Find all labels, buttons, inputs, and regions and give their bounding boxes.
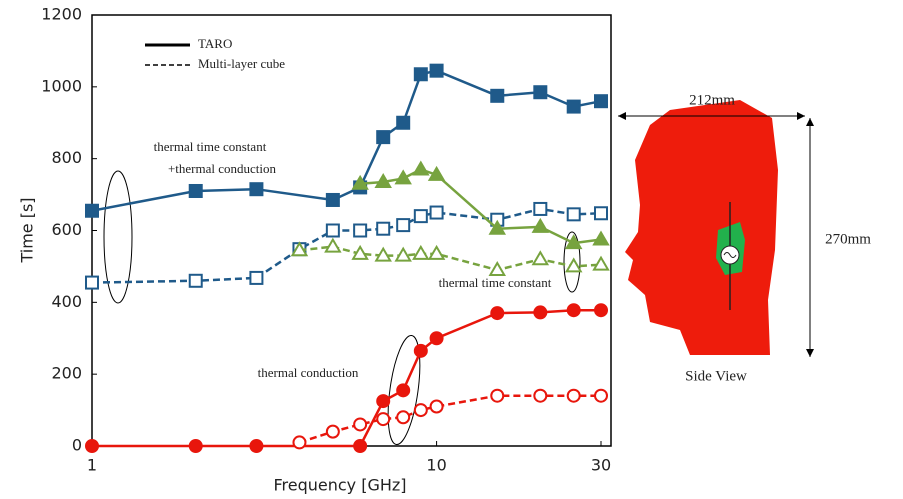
y-tick-label: 200	[51, 364, 82, 383]
marker	[533, 252, 547, 264]
marker	[595, 95, 607, 107]
marker	[250, 272, 262, 284]
marker	[594, 258, 608, 270]
marker	[377, 413, 389, 425]
marker	[415, 210, 427, 222]
marker	[396, 171, 410, 183]
marker	[377, 131, 389, 143]
marker	[491, 90, 503, 102]
head-shape	[625, 100, 778, 355]
width-label: 212mm	[689, 92, 735, 108]
legend-label: TARO	[198, 36, 232, 51]
x-tick-label: 10	[426, 456, 446, 475]
marker	[327, 426, 339, 438]
marker	[415, 404, 427, 416]
marker	[567, 259, 581, 271]
marker	[377, 395, 389, 407]
marker	[397, 117, 409, 129]
marker	[354, 225, 366, 237]
marker	[534, 390, 546, 402]
marker	[397, 384, 409, 396]
marker	[293, 436, 305, 448]
marker	[490, 263, 504, 275]
marker	[397, 411, 409, 423]
series-line	[299, 247, 601, 270]
marker	[354, 440, 366, 452]
height-label: 270mm	[825, 231, 871, 247]
marker	[354, 418, 366, 430]
marker	[431, 65, 443, 77]
marker	[534, 86, 546, 98]
series-line	[92, 209, 601, 283]
y-tick-label: 800	[51, 148, 82, 167]
marker	[595, 304, 607, 316]
marker	[250, 440, 262, 452]
x-tick-label: 30	[591, 456, 611, 475]
marker	[397, 219, 409, 231]
marker	[534, 203, 546, 215]
marker	[250, 183, 262, 195]
marker	[594, 232, 608, 244]
marker	[491, 307, 503, 319]
annotation: +thermal conduction	[168, 161, 277, 176]
marker	[415, 68, 427, 80]
caption: Side View	[685, 368, 747, 384]
y-tick-label: 600	[51, 220, 82, 239]
marker	[568, 304, 580, 316]
annotation: thermal time constant	[439, 275, 552, 290]
legend-label: Multi-layer cube	[198, 56, 285, 71]
marker	[377, 223, 389, 235]
annotation: thermal time constant	[154, 139, 267, 154]
marker	[327, 225, 339, 237]
y-axis-label: Time [s]	[18, 197, 37, 263]
marker	[86, 205, 98, 217]
marker	[190, 440, 202, 452]
marker	[568, 101, 580, 113]
marker	[414, 162, 428, 174]
x-axis-label: Frequency [GHz]	[273, 476, 406, 495]
marker	[86, 277, 98, 289]
annotation: thermal conduction	[258, 365, 359, 380]
marker	[534, 306, 546, 318]
y-tick-label: 1200	[41, 5, 82, 24]
x-tick-label: 1	[87, 456, 97, 475]
marker	[595, 207, 607, 219]
marker	[326, 240, 340, 252]
marker	[431, 332, 443, 344]
marker	[491, 390, 503, 402]
figure: Frequency [GHz] Time [s] thermal time co…	[0, 0, 903, 499]
marker	[327, 194, 339, 206]
y-tick-label: 400	[51, 292, 82, 311]
y-tick-label: 0	[72, 436, 82, 455]
series-line	[299, 396, 601, 443]
y-tick-label: 1000	[41, 76, 82, 95]
marker	[190, 275, 202, 287]
marker	[431, 207, 443, 219]
marker	[415, 345, 427, 357]
marker	[568, 208, 580, 220]
marker	[595, 390, 607, 402]
marker	[431, 400, 443, 412]
marker	[568, 390, 580, 402]
marker	[190, 185, 202, 197]
marker	[86, 440, 98, 452]
